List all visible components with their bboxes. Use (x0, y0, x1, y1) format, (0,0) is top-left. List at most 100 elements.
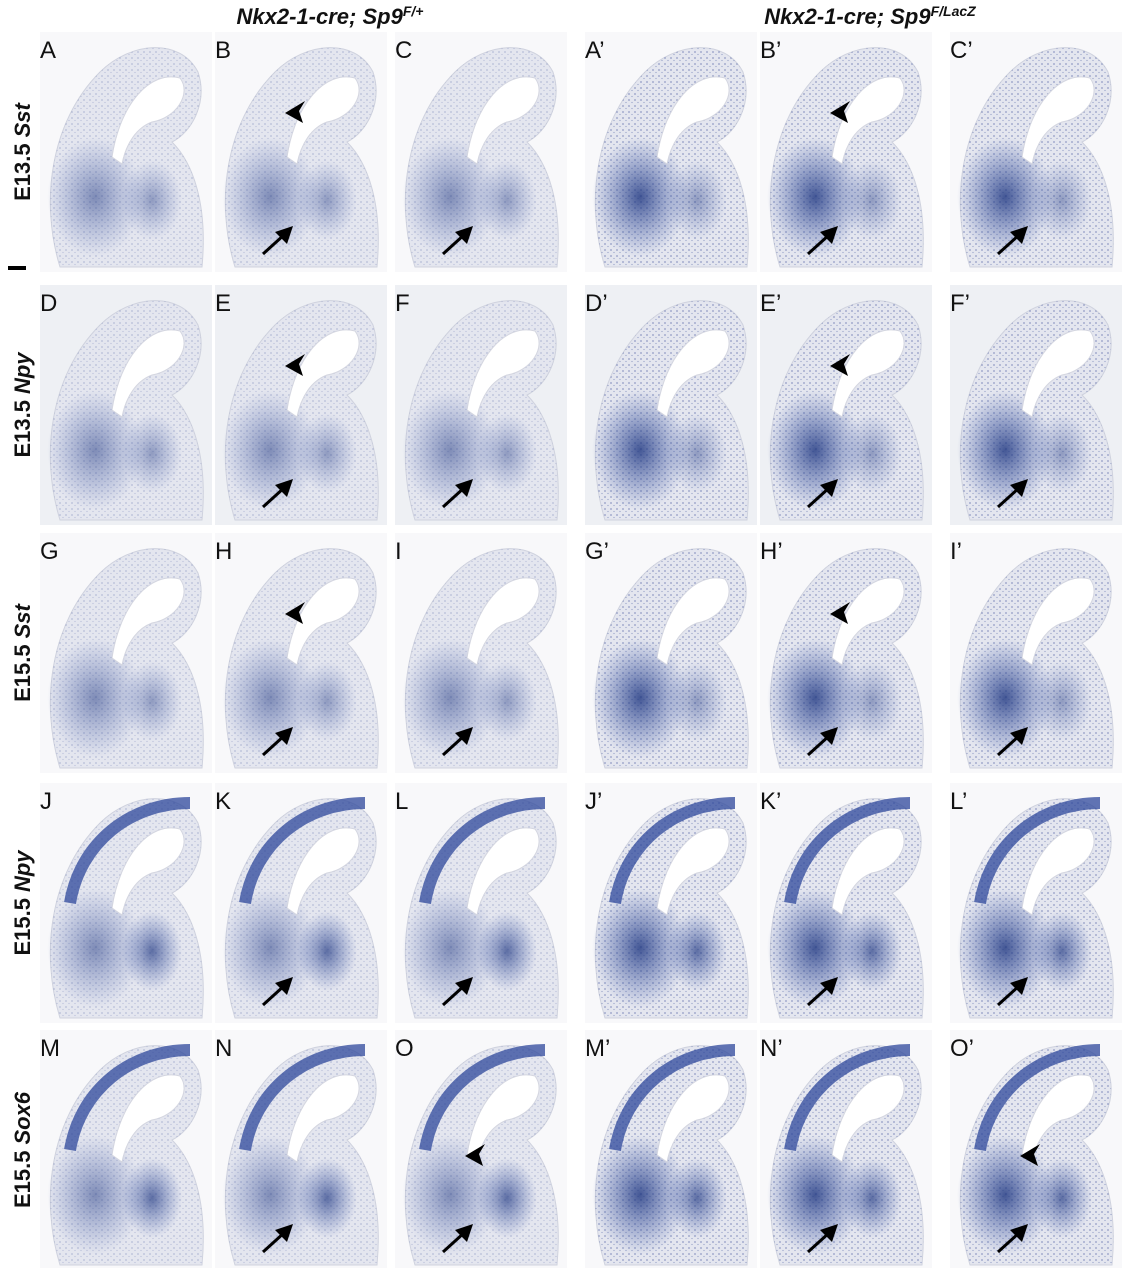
panel: G’ (585, 533, 757, 773)
panel-letter: E (215, 290, 231, 317)
stain (1032, 911, 1092, 991)
stain (297, 1158, 357, 1238)
gene: Sst (10, 101, 35, 137)
stain (297, 413, 357, 493)
panel: N’ (760, 1030, 932, 1268)
panel-letter: A (40, 37, 56, 64)
panel: K (215, 783, 387, 1023)
panel: O’ (950, 1030, 1122, 1268)
stain (1032, 1158, 1092, 1238)
stain (667, 1158, 727, 1238)
allele: F/+ (403, 3, 424, 19)
panel-letter: G (40, 538, 59, 565)
gene: Sox6 (10, 1091, 35, 1144)
stain (477, 661, 537, 741)
stain (297, 160, 357, 240)
stain (122, 661, 182, 741)
panel: D’ (585, 285, 757, 525)
panel-letter: O’ (950, 1035, 974, 1062)
row-label: E13.5 Sst (10, 101, 35, 200)
panel-letter: I (395, 538, 402, 565)
gene: Npy (10, 351, 35, 394)
panel-letter: K (215, 788, 231, 815)
panel-letter: H’ (760, 538, 783, 565)
panel: A’ (585, 32, 757, 272)
column-header: Nkx2-1-cre; Sp9F/+ (237, 3, 424, 29)
panel: C (395, 32, 567, 272)
stain (842, 1158, 902, 1238)
panel-letter: D (40, 290, 57, 317)
panel: H (215, 533, 387, 773)
panel-letter: A’ (585, 37, 605, 64)
panel-letter: N (215, 1035, 232, 1062)
stain (297, 911, 357, 991)
stain (297, 661, 357, 741)
stage: E15.5 (10, 1151, 35, 1209)
panel-letter: M (40, 1035, 60, 1062)
stain (842, 911, 902, 991)
stain (1032, 160, 1092, 240)
gene: Npy (10, 849, 35, 892)
stain (122, 911, 182, 991)
stain (842, 413, 902, 493)
panel-letter: F’ (950, 290, 970, 317)
panel: D (40, 285, 212, 525)
panel: B’ (760, 32, 932, 272)
stain (477, 1158, 537, 1238)
panel: G (40, 533, 212, 773)
stain (667, 413, 727, 493)
panel: I’ (950, 533, 1122, 773)
panel: H’ (760, 533, 932, 773)
panel-letter: L (395, 788, 408, 815)
column-header: Nkx2-1-cre; Sp9F/LacZ (764, 3, 976, 29)
stain (122, 160, 182, 240)
panel: E’ (760, 285, 932, 525)
gene: Sst (10, 602, 35, 638)
panel-letter: K’ (760, 788, 781, 815)
panel: A (40, 32, 212, 272)
stage: E15.5 (10, 898, 35, 956)
panel-letter: H (215, 538, 232, 565)
panel-letter: C’ (950, 37, 973, 64)
stain (477, 413, 537, 493)
panel-letter: B’ (760, 37, 781, 64)
stain (122, 1158, 182, 1238)
panel: M (40, 1030, 212, 1268)
stain (477, 160, 537, 240)
panel: C’ (950, 32, 1122, 272)
panel-letter: F (395, 290, 410, 317)
panel-letter: J’ (585, 788, 602, 815)
panel-letter: I’ (950, 538, 962, 565)
panel: M’ (585, 1030, 757, 1268)
panel: K’ (760, 783, 932, 1023)
panel-letter: D’ (585, 290, 608, 317)
row-label: E15.5Sst (10, 602, 35, 701)
stain (667, 661, 727, 741)
panel: F’ (950, 285, 1122, 525)
panel-letter: E’ (760, 290, 781, 317)
stage: E13.5 (10, 143, 35, 201)
stain (842, 661, 902, 741)
allele: F/LacZ (931, 3, 977, 19)
stain (667, 911, 727, 991)
stain (1032, 413, 1092, 493)
row-label: E15.5 Sox6 (10, 1091, 35, 1208)
genotype: Nkx2-1-cre; Sp9 (764, 4, 931, 29)
figure: Nkx2-1-cre; Sp9F/+ Nkx2-1-cre; Sp9F/LacZ… (0, 0, 1126, 1268)
panel-letter: N’ (760, 1035, 783, 1062)
panel-letter: O (395, 1035, 414, 1062)
panel-letter: L’ (950, 788, 967, 815)
genotype: Nkx2-1-cre; Sp9 (237, 4, 404, 29)
panel-letter: G’ (585, 538, 609, 565)
panel: F (395, 285, 567, 525)
panel: O (395, 1030, 567, 1268)
panel: J (40, 783, 212, 1023)
panel: B (215, 32, 387, 272)
stain (477, 911, 537, 991)
stain (842, 160, 902, 240)
row-label: E13.5 Npy (10, 351, 35, 458)
panel: N (215, 1030, 387, 1268)
panel: J’ (585, 783, 757, 1023)
panel: L’ (950, 783, 1122, 1023)
stage: E13.5 (10, 400, 35, 458)
